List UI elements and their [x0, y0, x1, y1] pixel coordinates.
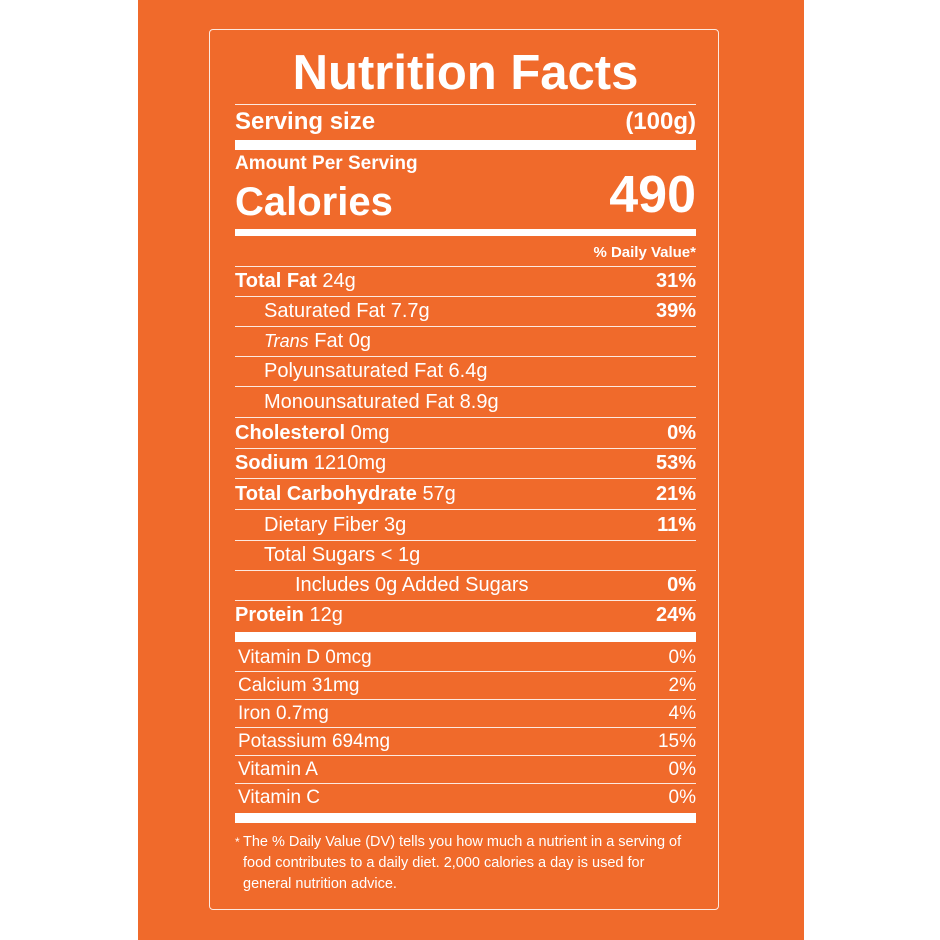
nutrient-dv: 21% — [655, 483, 696, 505]
nutrient-row-dietary-fiber: Dietary Fiber 3g 11% — [235, 511, 696, 541]
vitamin-dv: 0% — [668, 758, 696, 780]
vitamin-name: Calcium 31mg — [238, 674, 360, 696]
nutrient-dv: 0% — [667, 422, 696, 444]
nutrient-name: Total Fat — [235, 270, 317, 292]
vitamin-row-vitamin-a: Vitamin A 0% — [235, 756, 696, 784]
nutrient-row-total-carbohydrate: Total Carbohydrate 57g 21% — [235, 480, 696, 510]
vitamin-name: Vitamin D 0mcg — [238, 646, 372, 668]
nutrient-row-total-fat: Total Fat 24g 31% — [235, 267, 696, 297]
thick-divider — [235, 632, 696, 642]
nutrient-row-added-sugars: Includes 0g Added Sugars 0% — [235, 571, 696, 601]
nutrient-name: Fat 0g — [314, 330, 371, 352]
nutrient-name: Polyunsaturated Fat 6.4g — [264, 360, 488, 382]
serving-size-value: (100g) — [625, 108, 696, 135]
vitamin-dv: 0% — [668, 646, 696, 668]
nutrient-name: Total Carbohydrate — [235, 483, 417, 505]
footnote-text: The % Daily Value (DV) tells you how muc… — [243, 834, 682, 892]
calories-value: 490 — [609, 166, 696, 224]
nutrient-dv: 11% — [657, 514, 696, 536]
nutrient-name: Includes 0g Added Sugars — [295, 574, 529, 596]
nutrient-dv: 24% — [655, 603, 696, 626]
divider — [235, 104, 696, 105]
nutrient-row-sodium: Sodium 1210mg 53% — [235, 449, 696, 479]
nutrient-row-cholesterol: Cholesterol 0mg 0% — [235, 419, 696, 449]
vitamin-name: Potassium 694mg — [238, 730, 391, 752]
nutrient-amount: 1210mg — [313, 452, 387, 474]
label-title: Nutrition Facts — [292, 46, 639, 100]
nutrient-amount: 0mg — [350, 422, 390, 444]
vitamin-dv: 4% — [668, 702, 696, 724]
thick-divider — [235, 140, 696, 150]
nutrient-row-trans-fat: Trans Fat 0g — [235, 327, 696, 357]
amount-per-serving: Amount Per Serving — [235, 153, 418, 174]
vitamin-name: Iron 0.7mg — [238, 702, 329, 724]
nutrient-name: Monounsaturated Fat 8.9g — [264, 391, 499, 413]
nutrient-amount: 24g — [322, 270, 356, 292]
divider — [235, 266, 696, 267]
calories-label: Calories — [235, 180, 393, 224]
nutrient-amount: 12g — [309, 603, 343, 626]
vitamin-row-calcium: Calcium 31mg 2% — [235, 672, 696, 700]
nutrient-name: Protein — [235, 603, 304, 626]
nutrient-name: Dietary Fiber 3g — [264, 514, 407, 536]
nutrient-name-italic: Trans — [264, 331, 309, 351]
thick-divider — [235, 813, 696, 823]
footnote-asterisk: * — [235, 835, 240, 849]
vitamin-row-potassium: Potassium 694mg 15% — [235, 728, 696, 756]
nutrient-name: Saturated Fat 7.7g — [264, 300, 430, 322]
vitamin-dv: 15% — [657, 730, 696, 752]
nutrient-name: Total Sugars < 1g — [264, 544, 421, 566]
vitamin-row-vitamin-c: Vitamin C 0% — [235, 784, 696, 812]
vitamin-dv: 2% — [668, 674, 696, 696]
serving-size-label: Serving size — [235, 108, 376, 135]
nutrient-row-protein: Protein 12g 24% — [235, 600, 696, 630]
vitamin-row-vitamin-d: Vitamin D 0mcg 0% — [235, 644, 696, 672]
nutrient-row-total-sugars: Total Sugars < 1g — [235, 541, 696, 571]
nutrient-dv: 31% — [655, 270, 696, 292]
nutrient-name: Cholesterol — [235, 422, 346, 444]
vitamin-dv: 0% — [668, 787, 696, 808]
nutrition-label-border — [209, 29, 719, 910]
nutrient-row-polyunsaturated-fat: Polyunsaturated Fat 6.4g — [235, 357, 696, 387]
medium-divider — [235, 229, 696, 236]
vitamin-name: Vitamin C — [238, 787, 321, 808]
vitamin-row-iron: Iron 0.7mg 4% — [235, 700, 696, 728]
serving-size-row: Serving size (100g) — [235, 104, 696, 140]
nutrient-dv: 39% — [655, 300, 696, 322]
nutrient-name: Sodium — [235, 452, 309, 474]
nutrient-dv: 0% — [667, 574, 696, 596]
nutrient-amount: 57g — [422, 483, 456, 505]
vitamin-name: Vitamin A — [238, 758, 318, 780]
footnote: * The % Daily Value (DV) tells you how m… — [235, 832, 685, 895]
daily-value-header: % Daily Value* — [593, 244, 696, 261]
nutrient-dv: 53% — [655, 452, 696, 474]
nutrient-row-saturated-fat: Saturated Fat 7.7g 39% — [235, 297, 696, 327]
nutrient-row-monounsaturated-fat: Monounsaturated Fat 8.9g — [235, 388, 696, 418]
